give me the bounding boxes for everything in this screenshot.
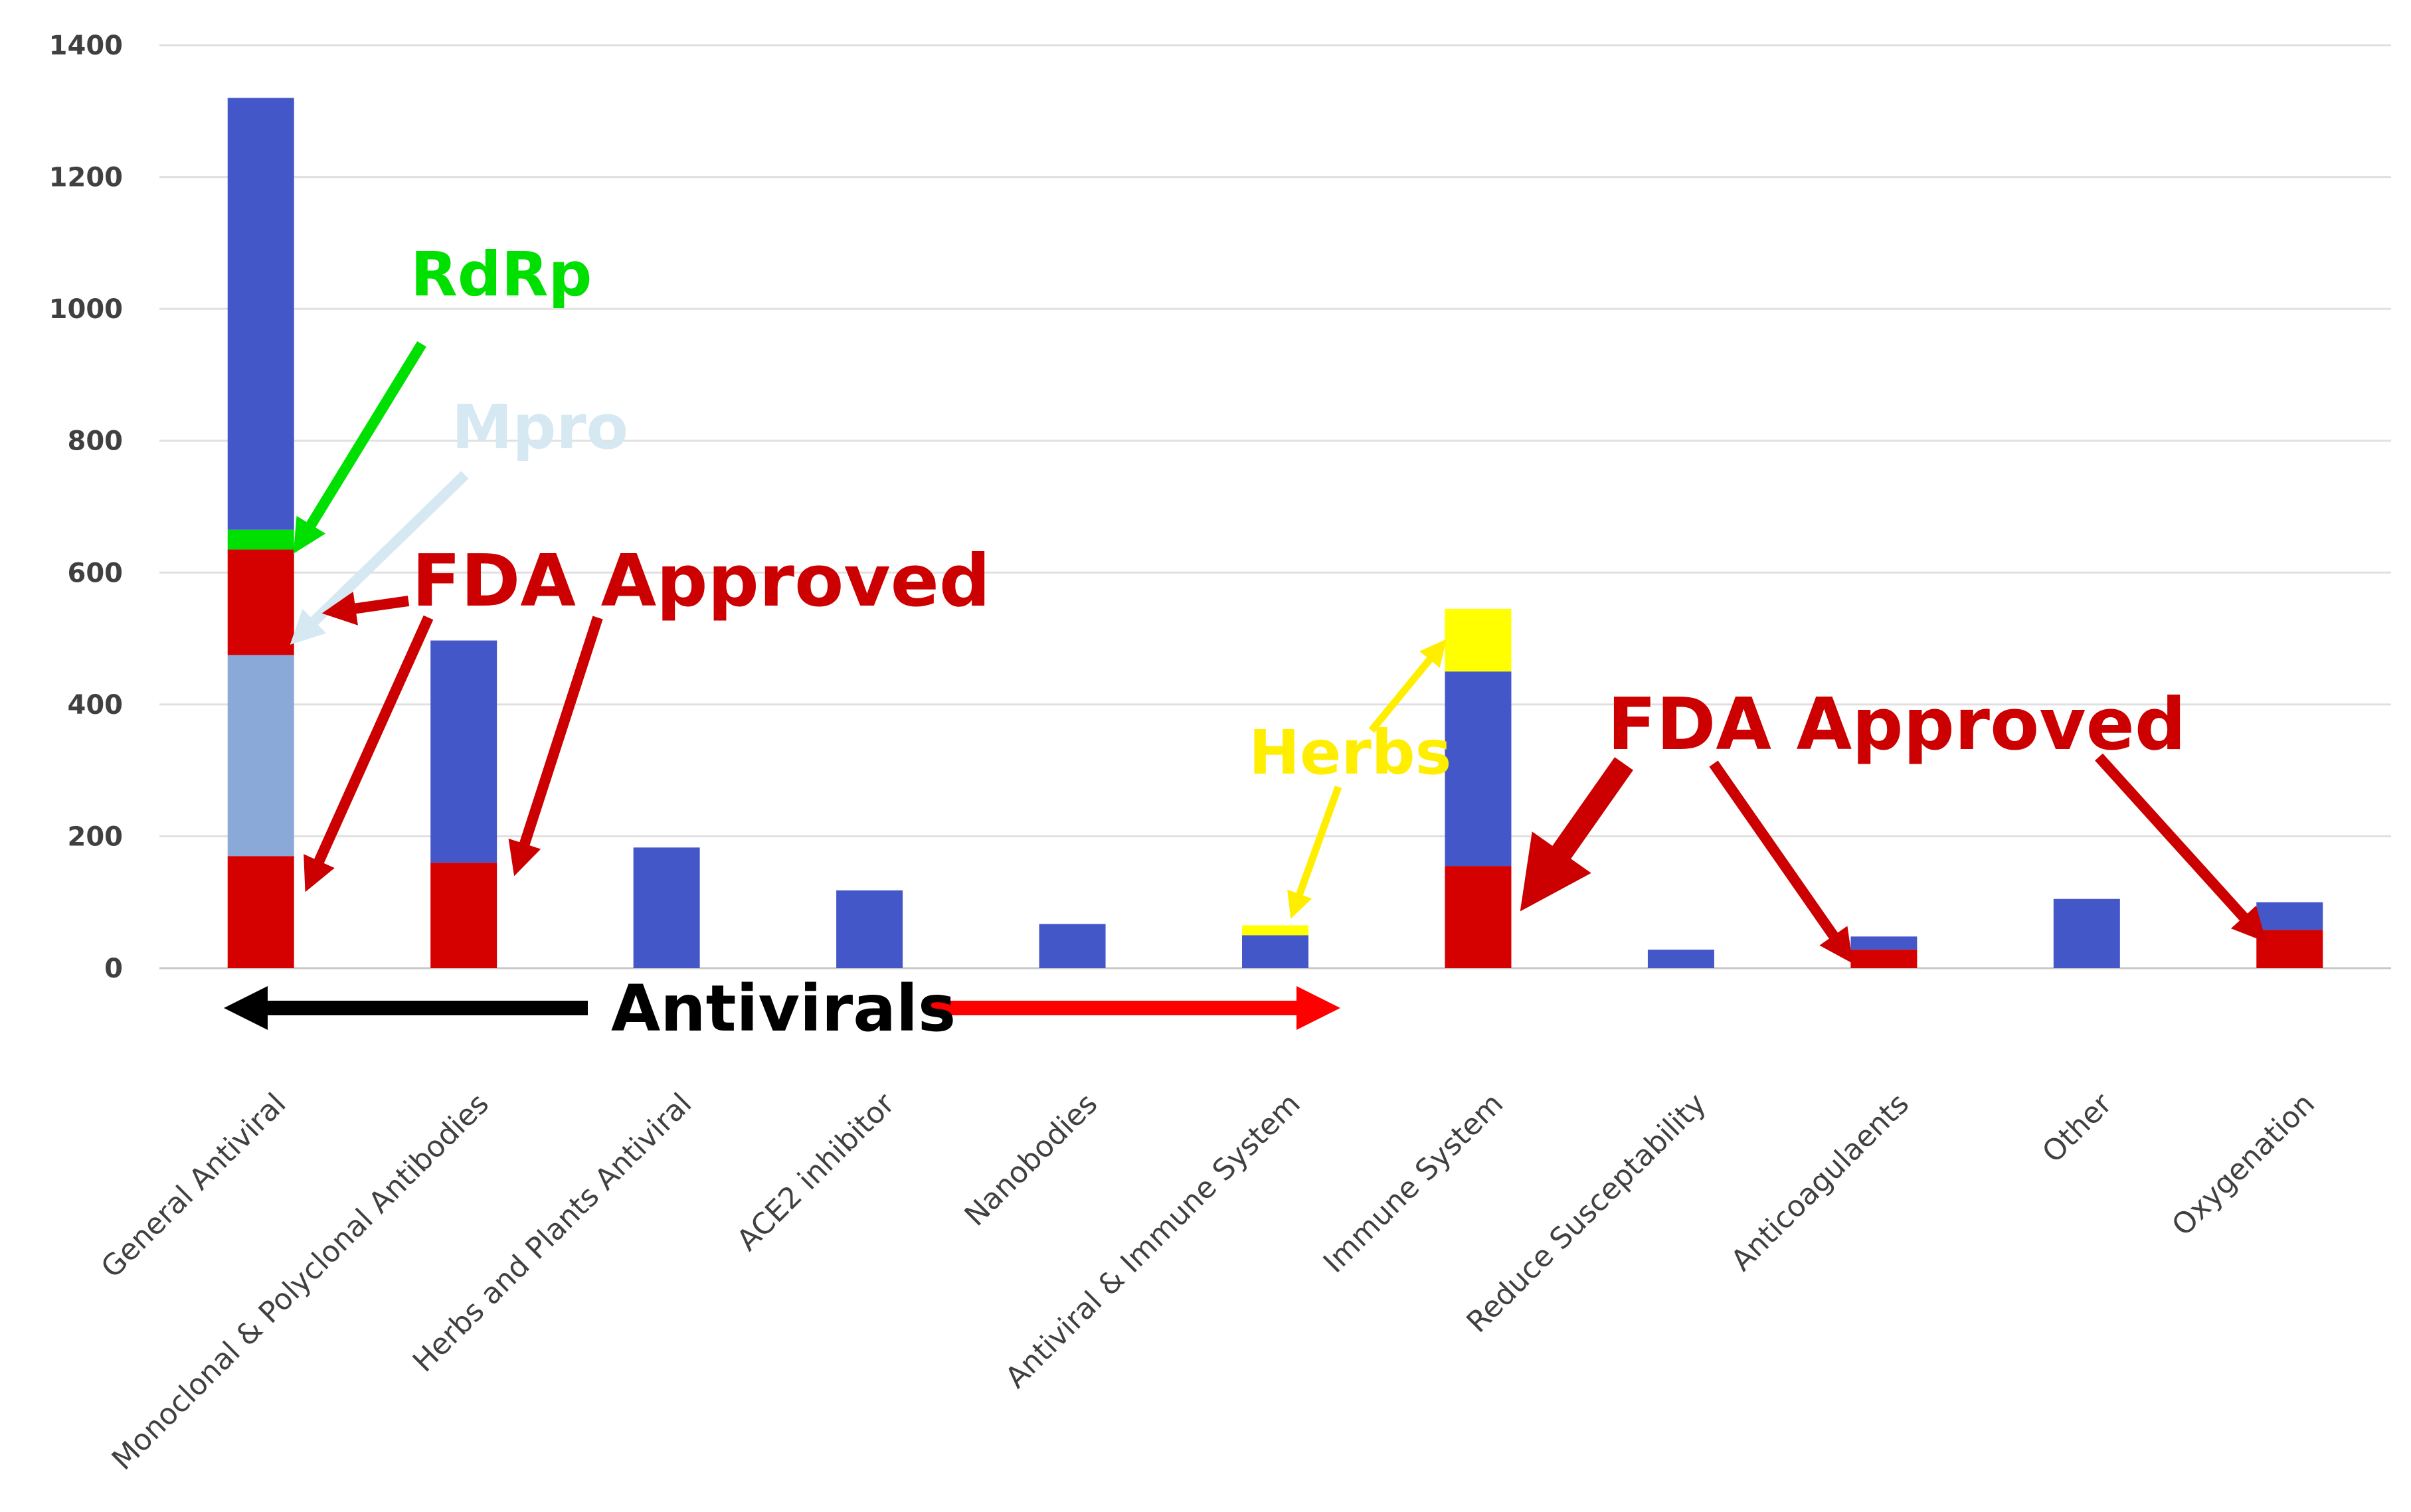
bar-segment	[1445, 866, 1512, 968]
annotations: RdRp Mpro FDA Approved Herbs FDA Approve…	[410, 239, 2186, 1046]
y-tick-label: 400	[68, 690, 124, 720]
bar-segment	[2256, 902, 2323, 930]
fda-arrow-general-antiviral-base	[304, 615, 434, 892]
bar-segment	[227, 655, 294, 857]
y-tick-label: 800	[68, 426, 124, 457]
x-tick-label: Immune System	[1317, 1087, 1510, 1280]
x-tick-label: ACE2 inhibitor	[731, 1086, 902, 1258]
fda-arrow-oxygenation	[2095, 753, 2267, 942]
y-tick-label: 1400	[49, 31, 123, 61]
y-tick-label: 200	[68, 821, 124, 852]
annotation-antivirals: Antivirals	[611, 971, 956, 1046]
bar-segment	[1850, 936, 1918, 950]
bar-segment	[2053, 898, 2120, 968]
bar-segment	[430, 640, 497, 863]
bar-segment	[1242, 935, 1308, 968]
annotation-fda-approved-right: FDA Approved	[1607, 683, 2186, 766]
bar-segment	[633, 847, 700, 968]
x-tick-label: Anticoagulaents	[1725, 1087, 1916, 1278]
bar-segment	[227, 529, 294, 550]
y-tick-label: 1000	[49, 294, 123, 325]
herbs-arrow-down	[1287, 786, 1342, 919]
annotation-mpro: Mpro	[452, 392, 628, 463]
bars	[227, 98, 2323, 968]
bar-segment	[227, 856, 294, 968]
x-tick-label: Nanobodies	[958, 1087, 1105, 1233]
x-tick-label: Other	[2036, 1086, 2119, 1169]
annotation-arrows	[224, 341, 2267, 1030]
annotation-herbs: Herbs	[1249, 717, 1451, 788]
y-tick-label: 600	[68, 558, 124, 588]
fda-arrow-general-antiviral	[321, 592, 410, 626]
rdrp-arrow	[293, 341, 426, 554]
fda-arrow-anticoagulaents	[1709, 760, 1853, 964]
bar-segment	[227, 98, 294, 530]
bar-segment	[2256, 930, 2323, 968]
bar-segment	[1242, 925, 1308, 936]
bar-segment	[1647, 950, 1714, 968]
bar-segment	[836, 890, 903, 968]
fda-arrow-immune-system	[1520, 757, 1633, 912]
bar-segment	[1850, 950, 1918, 968]
herbs-arrow-up	[1368, 639, 1447, 733]
fda-arrow-antibodies	[508, 616, 603, 877]
y-tick-label: 0	[104, 954, 123, 984]
annotation-fda-approved-left: FDA Approved	[412, 540, 990, 623]
x-tick-label: Monoclonal & Polyclonal Antibodies	[106, 1087, 495, 1477]
bar-segment	[227, 549, 294, 655]
x-tick-label: General Antiviral	[95, 1087, 293, 1285]
x-tick-label: Reduce Susceptability	[1460, 1087, 1712, 1339]
y-tick-label: 1200	[49, 163, 123, 193]
bar-segment	[1445, 608, 1512, 672]
y-axis-ticks: 0 200 400 600 800 1000 1200 1400	[49, 31, 123, 984]
bar-segment	[430, 863, 497, 968]
bar-segment	[1039, 924, 1106, 968]
annotation-rdrp: RdRp	[410, 239, 592, 310]
x-tick-label: Oxygenation	[2165, 1087, 2321, 1243]
bar-segment	[1445, 671, 1512, 867]
